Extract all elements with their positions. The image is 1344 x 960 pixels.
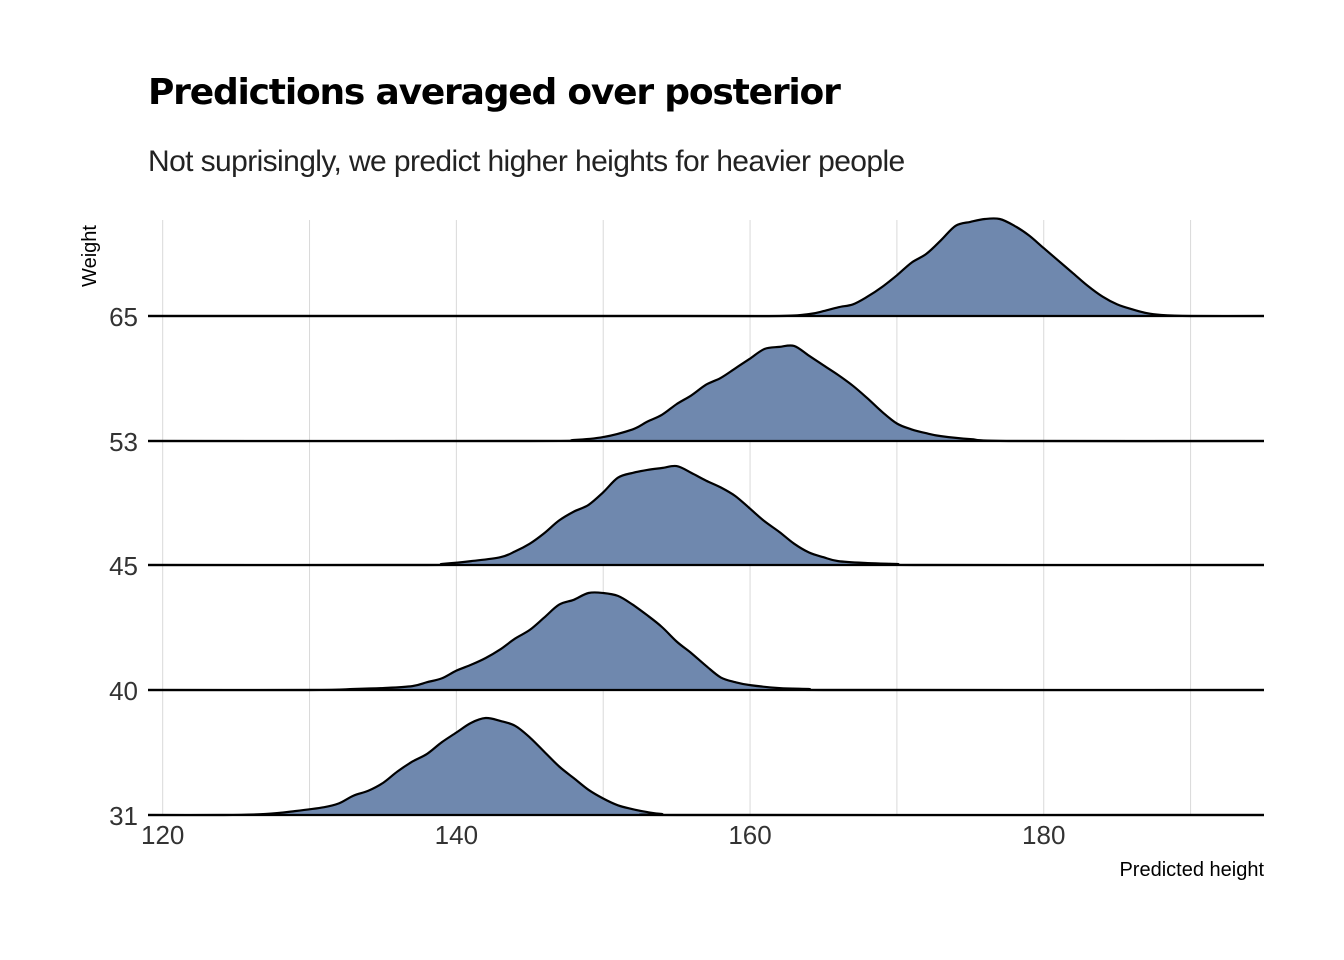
- y-tick-label: 31: [109, 801, 138, 831]
- gridlines: [162, 220, 1192, 815]
- ridge-line-31: [147, 716, 1265, 817]
- y-tick-label: 45: [109, 551, 138, 581]
- y-tick-label: 65: [109, 302, 138, 332]
- x-tick-labels: 120 140 160 180: [141, 820, 1065, 850]
- ridges: [147, 217, 1265, 817]
- x-tick-label: 140: [435, 820, 478, 850]
- ridge-line-45: [147, 464, 1265, 567]
- ridge-line-40: [147, 591, 1265, 692]
- ridge-65: [147, 217, 1265, 318]
- x-tick-label: 160: [728, 820, 771, 850]
- y-tick-labels: 31 40 45 53 65: [109, 302, 138, 831]
- ridge-area-45: [148, 465, 1264, 566]
- ridge-area-65: [148, 218, 1264, 317]
- y-tick-label: 53: [109, 427, 138, 457]
- ridge-line-65: [147, 217, 1265, 318]
- ridge-40: [147, 591, 1265, 692]
- chart-title: Predictions averaged over posterior: [148, 72, 841, 113]
- ridge-31: [147, 716, 1265, 817]
- ridge-area-53: [148, 345, 1264, 442]
- ridge-area-31: [148, 717, 1264, 816]
- chart-subtitle: Not suprisingly, we predict higher heigh…: [148, 145, 905, 178]
- x-tick-label: 180: [1022, 820, 1065, 850]
- ridge-53: [147, 344, 1265, 443]
- ridge-45: [147, 464, 1265, 567]
- x-tick-label: 120: [141, 820, 184, 850]
- y-axis-label: Weight: [79, 225, 101, 287]
- ridge-line-53: [147, 344, 1265, 443]
- x-axis-label: Predicted height: [1119, 859, 1264, 881]
- ridge-area-40: [148, 592, 1264, 691]
- y-tick-label: 40: [109, 676, 138, 706]
